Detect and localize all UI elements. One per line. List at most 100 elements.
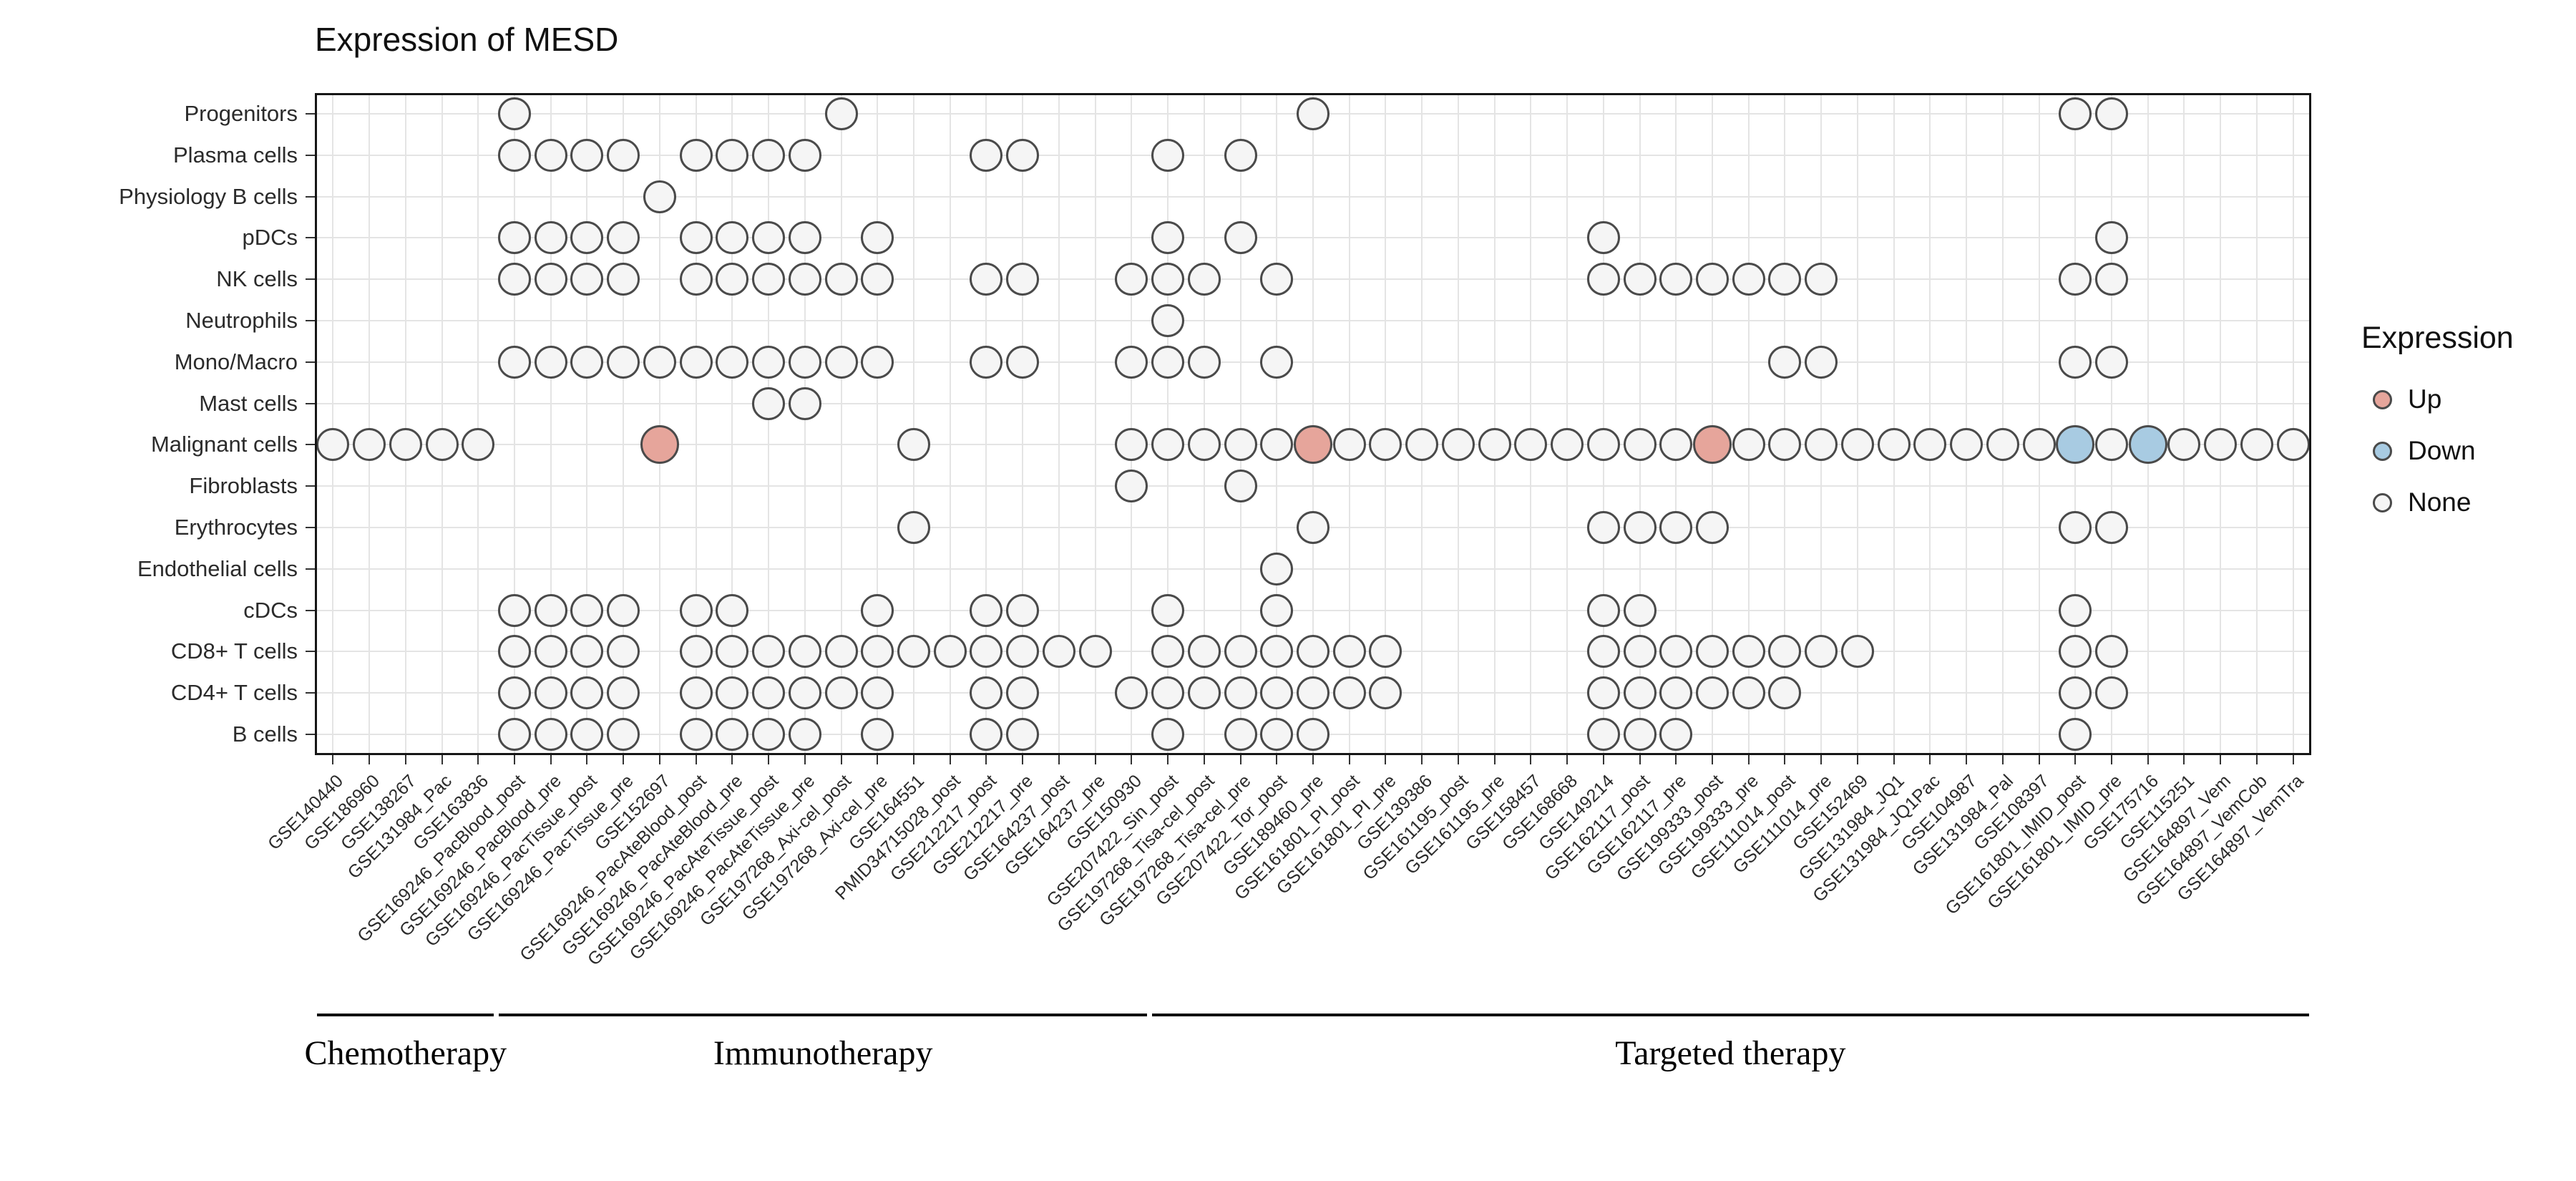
expression-dot-none (1224, 138, 1257, 172)
none-circle-icon (2373, 492, 2392, 512)
row-label: Erythrocytes (174, 515, 298, 540)
grid-line-vertical (441, 95, 443, 753)
expression-dot-none (1224, 428, 1257, 462)
expression-dot-none (1623, 511, 1657, 545)
expression-dot-none (1297, 97, 1330, 130)
expression-dot-none (1187, 676, 1221, 710)
x-axis-tick (1022, 755, 1024, 764)
expression-dot-none (462, 428, 495, 462)
expression-dot-none (1115, 263, 1148, 296)
row-label: Mast cells (199, 390, 298, 416)
expression-dot-none (1260, 345, 1294, 379)
grid-line-vertical (2220, 95, 2222, 753)
expression-dot-none (1623, 263, 1657, 296)
expression-dot-none (1187, 428, 1221, 462)
expression-dot-none (1224, 635, 1257, 669)
expression-dot-none (1659, 635, 1693, 669)
expression-dot-none (679, 676, 713, 710)
grid-line-vertical (1239, 95, 1241, 753)
grid-line-horizontal (317, 154, 2309, 156)
legend-item-down: Down (2373, 436, 2514, 466)
expression-dot-none (2059, 345, 2092, 379)
expression-dot-none (1151, 138, 1185, 172)
grid-line-horizontal (317, 237, 2309, 239)
expression-dot-none (970, 593, 1003, 627)
expression-dot-none (1586, 428, 1620, 462)
x-axis-tick (949, 755, 951, 764)
expression-dot-none (788, 635, 821, 669)
x-axis-tick (1131, 755, 1133, 764)
expression-dot-none (716, 593, 749, 627)
expression-dot-none (1514, 428, 1548, 462)
grid-line-vertical (1893, 95, 1895, 753)
x-axis-tick (877, 755, 879, 764)
grid-line-vertical (2074, 95, 2077, 753)
expression-dot-none (1115, 470, 1148, 503)
x-axis-tick (1784, 755, 1786, 764)
row-label: NK cells (216, 266, 298, 292)
up-circle-icon (2373, 389, 2392, 409)
x-axis-tick (2001, 755, 2004, 764)
x-axis-tick (1893, 755, 1895, 764)
grid-line-vertical (369, 95, 371, 753)
grid-line-vertical (2255, 95, 2258, 753)
expression-dot-none (824, 97, 858, 130)
x-axis-tick (1675, 755, 1677, 764)
expression-dot-none (1151, 593, 1185, 627)
x-axis-tick (1421, 755, 1423, 764)
expression-dot-none (1659, 676, 1693, 710)
expression-dot-none (2059, 263, 2092, 296)
x-axis-tick (1566, 755, 1568, 764)
expression-dot-none (607, 593, 640, 627)
x-axis-tick (586, 755, 588, 764)
grid-line-vertical (1566, 95, 1568, 753)
expression-dot-none (1151, 345, 1185, 379)
expression-dot-none (752, 387, 786, 420)
expression-dot-none (2059, 511, 2092, 545)
grid-line-horizontal (317, 361, 2309, 363)
x-axis-tick (1929, 755, 1931, 764)
expression-dot-none (1151, 303, 1185, 337)
grid-line-vertical (404, 95, 406, 753)
expression-dot-none (1623, 635, 1657, 669)
expression-dot-none (1732, 263, 1765, 296)
grid-line-vertical (623, 95, 625, 753)
grid-line-vertical (1856, 95, 1858, 753)
expression-dot-none (1369, 635, 1402, 669)
expression-dot-none (1260, 263, 1294, 296)
expression-dot-none (2204, 428, 2238, 462)
x-axis-tick (695, 755, 697, 764)
expression-dot-none (498, 718, 531, 752)
grid-line-vertical (695, 95, 697, 753)
expression-dot-none (1260, 552, 1294, 585)
x-axis-tick (731, 755, 733, 764)
legend-label-down: Down (2408, 436, 2476, 465)
expression-dot-none (1260, 635, 1294, 669)
expression-dot-none (679, 593, 713, 627)
expression-dot-none (1768, 635, 1802, 669)
group-underline (499, 1014, 1148, 1016)
expression-dot-none (1151, 428, 1185, 462)
expression-dot-none (607, 221, 640, 255)
expression-dot-none (1297, 718, 1330, 752)
expression-dot-none (970, 635, 1003, 669)
x-axis-tick (1239, 755, 1241, 764)
grid-line-vertical (1747, 95, 1750, 753)
expression-dot-none (607, 718, 640, 752)
grid-line-vertical (768, 95, 770, 753)
y-axis-tick (306, 402, 315, 404)
expression-dot-none (1405, 428, 1439, 462)
expression-dot-none (353, 428, 386, 462)
expression-dot-none (933, 635, 967, 669)
grid-line-horizontal (317, 402, 2309, 404)
down-circle-icon (2373, 441, 2392, 461)
expression-dot-none (1623, 593, 1657, 627)
row-label: Plasma cells (173, 142, 298, 167)
chart-title: Expression of MESD (315, 21, 619, 58)
x-axis-tick (1493, 755, 1496, 764)
grid-line-vertical (586, 95, 588, 753)
expression-dot-up (640, 425, 679, 465)
group-underline (317, 1014, 494, 1016)
y-axis-tick (306, 568, 315, 570)
expression-dot-none (861, 263, 894, 296)
